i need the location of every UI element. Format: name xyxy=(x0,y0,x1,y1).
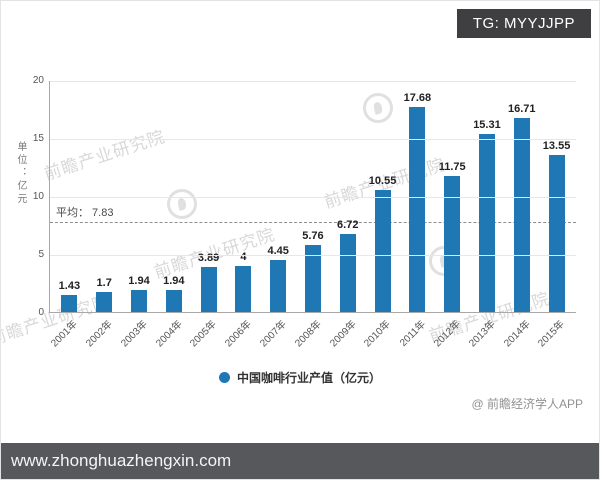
bar-slot: 4 2006年 xyxy=(223,81,261,350)
bar-value-label: 1.43 xyxy=(58,280,81,293)
legend-marker-icon xyxy=(218,372,230,383)
bar-value-label: 3.89 xyxy=(197,251,220,264)
plot-area: 平均： 7.83 1.43 2001年 1.7 2002年 1.94 2003年 1.94 2… xyxy=(33,75,576,350)
x-axis-tick-label: 2010年 xyxy=(362,318,394,350)
footer-url: www.zhonghuazhengxin.com xyxy=(11,451,232,470)
bar-value-label: 1.94 xyxy=(128,274,150,287)
bar-slot: 13.55 2015年 xyxy=(537,81,574,350)
bar-value-label: 10.55 xyxy=(368,174,397,187)
bar-slot: 1.94 2004年 xyxy=(154,81,191,350)
bar xyxy=(165,289,182,312)
gridline xyxy=(50,255,576,256)
legend: 中国咖啡行业产值（亿元） xyxy=(1,369,599,386)
bar xyxy=(304,245,321,312)
x-axis-tick-label: 2004年 xyxy=(153,318,185,350)
bar-slot: 1.43 2001年 xyxy=(49,81,87,349)
y-axis-tick-label: 20 xyxy=(32,75,44,86)
tg-label: TG: MYYJJPP xyxy=(456,9,591,38)
bar-value-label: 5.76 xyxy=(302,230,324,243)
y-axis-unit-label: 单位：亿元 xyxy=(15,141,26,206)
bar-slot: 17.68 2011年 xyxy=(398,81,435,349)
x-axis-tick-label: 2011年 xyxy=(397,318,428,349)
y-axis-tick-label: 0 xyxy=(38,307,44,318)
bar-slot: 1.7 2002年 xyxy=(84,81,122,349)
bar xyxy=(478,134,495,312)
bar xyxy=(513,118,530,312)
bar-value-label: 16.71 xyxy=(507,103,536,116)
x-axis-tick-label: 2001年 xyxy=(49,318,81,350)
bars-container: 1.43 2001年 1.7 2002年 1.94 2003年 1.94 2004年 3.89 2… xyxy=(49,81,576,350)
bar-slot: 1.94 2003年 xyxy=(119,81,157,350)
bar-slot: 6.72 2009年 xyxy=(328,81,365,349)
gridline xyxy=(50,197,576,198)
y-axis-tick-label: 10 xyxy=(32,191,44,202)
bar xyxy=(235,265,252,312)
y-axis-tick-label: 5 xyxy=(38,249,44,260)
bar-value-label: 6.72 xyxy=(337,219,359,232)
bar-value-label: 13.55 xyxy=(542,139,571,152)
bar-slot: 4.45 2007年 xyxy=(258,81,296,349)
x-axis-tick-label: 2014年 xyxy=(501,318,533,350)
bar-value-label: 1.94 xyxy=(163,274,185,287)
bar xyxy=(444,175,461,312)
bar-slot: 11.75 2012年 xyxy=(432,81,470,350)
y-axis-tick-label: 15 xyxy=(32,133,44,144)
footer-bar: www.zhonghuazhengxin.com xyxy=(1,443,599,479)
x-axis-tick-label: 2009年 xyxy=(327,318,359,350)
bar-value-label: 4 xyxy=(240,250,247,263)
bar xyxy=(409,106,426,312)
average-label: 平均： 7.83 xyxy=(56,207,114,220)
bar-slot: 16.71 2014年 xyxy=(502,81,539,349)
bar xyxy=(96,292,113,312)
x-axis-tick-label: 2015年 xyxy=(536,318,568,350)
bar-value-label: 4.45 xyxy=(267,245,289,258)
bar-slot: 15.31 2013年 xyxy=(467,81,505,349)
gridline xyxy=(50,139,576,140)
bar xyxy=(61,295,78,312)
bar xyxy=(374,189,391,312)
bar xyxy=(130,289,147,312)
x-axis-tick-label: 2012年 xyxy=(432,318,463,350)
bar xyxy=(270,260,287,312)
x-axis-tick-label: 2002年 xyxy=(84,318,115,350)
bar xyxy=(548,154,565,312)
x-axis-tick-label: 2003年 xyxy=(119,318,150,350)
legend-label: 中国咖啡行业产值（亿元） xyxy=(236,371,381,385)
bar-value-label: 17.68 xyxy=(403,91,432,104)
x-axis-tick-label: 2006年 xyxy=(223,318,254,350)
x-axis-tick-label: 2005年 xyxy=(188,318,220,350)
x-axis-tick-label: 2007年 xyxy=(258,318,289,350)
bar xyxy=(200,266,217,312)
bar-value-label: 1.7 xyxy=(96,277,112,290)
bar-value-label: 15.31 xyxy=(473,119,501,132)
average-line xyxy=(50,222,576,224)
bar-slot: 5.76 2008年 xyxy=(293,81,331,349)
x-axis-tick-label: 2013年 xyxy=(466,318,498,350)
bar xyxy=(339,234,356,312)
bar-slot: 3.89 2005年 xyxy=(189,81,226,350)
gridline xyxy=(50,81,576,82)
x-axis-tick-label: 2008年 xyxy=(293,318,324,350)
bar-value-label: 11.75 xyxy=(438,160,466,173)
credit-text: @ 前瞻经济学人APP xyxy=(471,397,583,411)
bar-slot: 10.55 2010年 xyxy=(363,81,400,350)
